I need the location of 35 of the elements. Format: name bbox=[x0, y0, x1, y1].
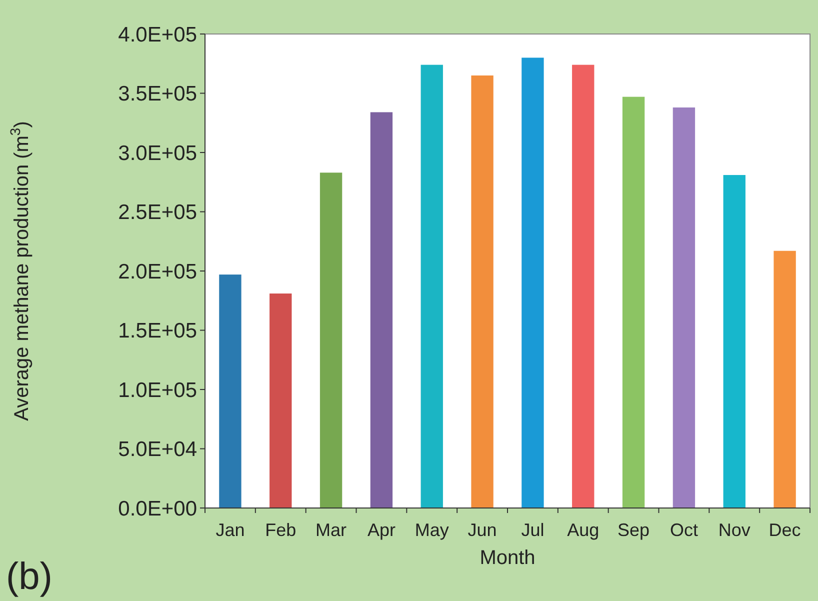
y-tick-label: 3.5E+05 bbox=[118, 82, 197, 106]
bar bbox=[774, 250, 796, 508]
bar bbox=[420, 64, 443, 508]
y-tick-label: 5.0E+04 bbox=[118, 438, 198, 462]
x-tick-label: Dec bbox=[768, 520, 801, 540]
x-tick-label: Jan bbox=[216, 520, 245, 540]
y-tick-label: 1.5E+05 bbox=[118, 320, 197, 343]
x-tick-label: Feb bbox=[265, 520, 296, 540]
y-tick-label: 3.0E+05 bbox=[118, 142, 197, 165]
bar bbox=[672, 107, 696, 508]
y-tick-label: 0.0E+00 bbox=[118, 497, 197, 520]
bar bbox=[723, 175, 746, 508]
x-tick-label: May bbox=[414, 520, 449, 540]
x-tick-label: Aug bbox=[567, 520, 600, 540]
bar bbox=[270, 294, 292, 508]
y-tick-label: 4.0E+05 bbox=[118, 23, 197, 46]
x-tick-label: Sep bbox=[618, 520, 650, 540]
y-tick-label: 2.0E+05 bbox=[118, 260, 197, 284]
x-tick-label: Jun bbox=[468, 520, 497, 540]
bar bbox=[522, 58, 544, 508]
bar bbox=[219, 274, 242, 508]
bar bbox=[320, 172, 342, 508]
bar bbox=[572, 64, 594, 508]
bar bbox=[471, 75, 494, 508]
x-tick-label: Nov bbox=[718, 520, 750, 540]
x-tick-label: Jul bbox=[521, 520, 544, 540]
x-tick-label: Mar bbox=[316, 520, 347, 540]
bar bbox=[622, 96, 645, 508]
x-tick-label: Oct bbox=[670, 520, 698, 540]
bar bbox=[370, 112, 393, 508]
y-tick-label: 2.5E+05 bbox=[118, 201, 197, 224]
text: (b) bbox=[6, 556, 52, 598]
x-axis-title: Month bbox=[480, 547, 536, 569]
x-tick-label: Apr bbox=[367, 520, 396, 540]
y-tick-label: 1.0E+05 bbox=[118, 378, 197, 402]
